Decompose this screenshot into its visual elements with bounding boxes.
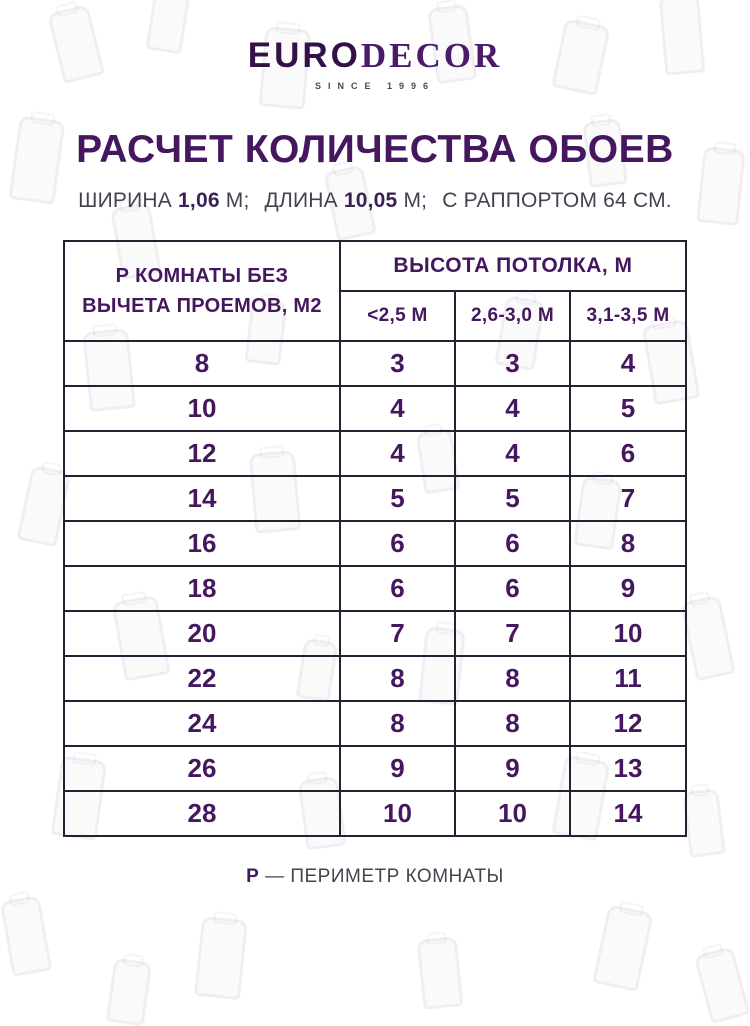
roll-count-cell: 3 <box>453 340 571 387</box>
footer-legend: Р — ПЕРИМЕТР КОМНАТЫ <box>0 866 750 888</box>
perimeter-cell: 20 <box>62 610 341 657</box>
rapport-text: С РАППОРТОМ 64 СМ. <box>442 189 672 212</box>
brand-header: EURODECOR SINCE 1996 <box>0 0 750 91</box>
perimeter-cell: 8 <box>62 340 341 387</box>
sub-header-row: <2,5 М 2,6-3,0 М 3,1-3,5 М <box>64 290 688 342</box>
logo-text-decor: DECOR <box>360 36 503 75</box>
table-row: 12 4 4 6 <box>62 430 688 477</box>
roll-count-cell: 8 <box>568 520 688 567</box>
table-header: Р КОМНАТЫ БЕЗ ВЫЧЕТА ПРОЕМОВ, М2 ВЫСОТА … <box>62 240 688 342</box>
height-range-header-2: 2,6-3,0 М <box>453 290 571 342</box>
table-row: 26 9 9 13 <box>62 745 688 792</box>
height-range-header-1: <2,5 М <box>338 290 456 342</box>
perimeter-cell: 18 <box>62 565 341 612</box>
roll-count-cell: 7 <box>453 610 571 657</box>
perimeter-header-line2: ВЫЧЕТА ПРОЕМОВ, М2 <box>82 295 322 317</box>
roll-count-cell: 5 <box>453 475 571 522</box>
length-label: ДЛИНА <box>264 189 338 212</box>
roll-count-cell: 6 <box>453 565 571 612</box>
roll-count-cell: 4 <box>338 385 456 432</box>
perimeter-cell: 10 <box>62 385 341 432</box>
roll-count-cell: 4 <box>568 340 688 387</box>
perimeter-cell: 24 <box>62 700 341 747</box>
width-value: 1,06 <box>178 189 220 212</box>
table-row: 18 6 6 9 <box>62 565 688 612</box>
roll-count-cell: 6 <box>338 565 456 612</box>
perimeter-header-line1: Р КОМНАТЫ БЕЗ <box>115 265 289 287</box>
roll-count-cell: 6 <box>568 430 688 477</box>
perimeter-cell: 26 <box>62 745 341 792</box>
roll-count-cell: 6 <box>453 520 571 567</box>
table-row: 10 4 4 5 <box>62 385 688 432</box>
logo-text-euro: EURO <box>247 36 361 75</box>
table-body: 8 3 3 4 10 4 4 5 12 4 4 6 14 5 5 7 16 6 6 8 18 6 6 9 20 7 7 10 22 8 8 1… <box>62 340 688 837</box>
roll-count-cell: 8 <box>338 700 456 747</box>
perimeter-symbol: Р <box>246 866 260 887</box>
perimeter-cell: 12 <box>62 430 341 477</box>
roll-count-cell: 5 <box>568 385 688 432</box>
table-row: 14 5 5 7 <box>62 475 688 522</box>
wallpaper-roll-shape <box>416 936 464 1010</box>
roll-count-cell: 4 <box>453 430 571 477</box>
roll-count-cell: 9 <box>568 565 688 612</box>
perimeter-column-header: Р КОМНАТЫ БЕЗ ВЫЧЕТА ПРОЕМОВ, М2 <box>62 240 341 342</box>
length-value: 10,05 <box>343 189 398 212</box>
wallpaper-roll-shape <box>105 957 153 1026</box>
brand-logo: EURODECOR <box>0 38 750 73</box>
roll-count-cell: 8 <box>453 655 571 702</box>
wallpaper-roll-shape <box>0 895 53 977</box>
roll-count-cell: 10 <box>453 790 571 837</box>
ceiling-height-group-header: ВЫСОТА ПОТОЛКА, М <box>338 240 688 292</box>
roll-count-cell: 9 <box>338 745 456 792</box>
roll-count-cell: 4 <box>453 385 571 432</box>
table-row: 28 10 10 14 <box>62 790 688 837</box>
brand-tagline: SINCE 1996 <box>314 81 436 91</box>
wallpaper-roll-shape <box>193 915 249 1001</box>
table-row: 22 8 8 11 <box>62 655 688 702</box>
roll-count-cell: 9 <box>453 745 571 792</box>
page-title: РАСЧЕТ КОЛИЧЕСТВА ОБОЕВ <box>76 128 674 171</box>
wallpaper-roll-shape <box>693 946 750 1024</box>
infographic-card: EURODECOR SINCE 1996 РАСЧЕТ КОЛИЧЕСТВА О… <box>0 0 750 888</box>
roll-count-cell: 12 <box>568 700 688 747</box>
perimeter-legend-text: — ПЕРИМЕТР КОМНАТЫ <box>265 866 504 887</box>
roll-count-cell: 11 <box>568 655 688 702</box>
roll-count-cell: 7 <box>338 610 456 657</box>
table-row: 20 7 7 10 <box>62 610 688 657</box>
wallpaper-calculation-table: Р КОМНАТЫ БЕЗ ВЫЧЕТА ПРОЕМОВ, М2 ВЫСОТА … <box>62 240 688 837</box>
roll-count-cell: 4 <box>338 430 456 477</box>
roll-count-cell: 6 <box>338 520 456 567</box>
width-label: ШИРИНА <box>78 189 172 212</box>
width-unit: М; <box>225 189 250 212</box>
perimeter-cell: 22 <box>62 655 341 702</box>
roll-count-cell: 13 <box>568 745 688 792</box>
group-header-row: Р КОМНАТЫ БЕЗ ВЫЧЕТА ПРОЕМОВ, М2 ВЫСОТА … <box>62 240 688 342</box>
height-range-header-3: 3,1-3,5 М <box>568 290 688 342</box>
roll-dimensions-subtitle: ШИРИНА 1,06 М; ДЛИНА 10,05 М; С РАППОРТО… <box>0 189 750 213</box>
wallpaper-roll-shape <box>592 904 654 992</box>
roll-count-cell: 3 <box>338 340 456 387</box>
roll-count-cell: 7 <box>568 475 688 522</box>
table-row: 24 8 8 12 <box>62 700 688 747</box>
perimeter-cell: 28 <box>62 790 341 837</box>
perimeter-cell: 14 <box>62 475 341 522</box>
perimeter-cell: 16 <box>62 520 341 567</box>
roll-count-cell: 14 <box>568 790 688 837</box>
length-unit: М; <box>403 189 428 212</box>
roll-count-cell: 8 <box>338 655 456 702</box>
roll-count-cell: 5 <box>338 475 456 522</box>
roll-count-cell: 10 <box>338 790 456 837</box>
roll-count-cell: 8 <box>453 700 571 747</box>
roll-count-cell: 10 <box>568 610 688 657</box>
table-row: 16 6 6 8 <box>62 520 688 567</box>
